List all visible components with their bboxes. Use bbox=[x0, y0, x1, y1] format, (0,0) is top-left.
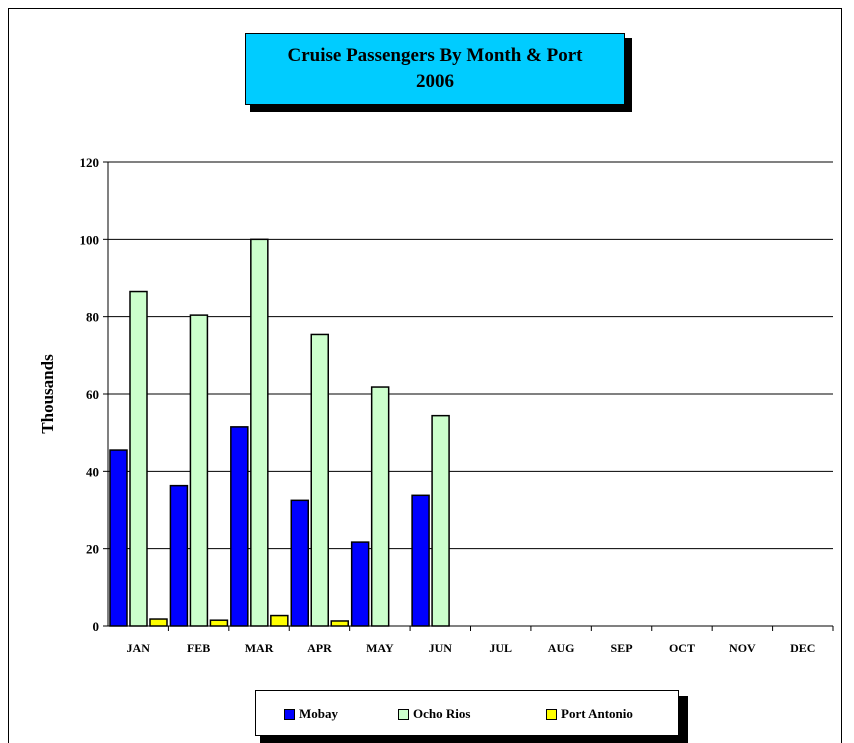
bar-mobay bbox=[169, 484, 189, 627]
bar-mobay bbox=[290, 499, 309, 627]
chart-title-line1: Cruise Passengers By Month & Port bbox=[287, 45, 583, 66]
y-tick-label: 20 bbox=[86, 542, 99, 557]
chart-title: Cruise Passengers By Month & Port 2006 bbox=[245, 33, 625, 105]
legend-label: Port Antonio bbox=[561, 706, 633, 721]
x-tick-label: MAR bbox=[245, 641, 274, 655]
legend: Mobay Ocho Rios Port Antonio bbox=[255, 690, 679, 736]
x-tick-label: SEP bbox=[611, 641, 633, 655]
x-tick-label: MAY bbox=[366, 641, 394, 655]
x-tick-label: OCT bbox=[669, 641, 695, 655]
x-tick-label: NOV bbox=[729, 641, 756, 655]
y-tick-label: 40 bbox=[86, 464, 99, 479]
x-tick-label: APR bbox=[307, 641, 332, 655]
legend-item: Ocho Rios bbox=[398, 706, 470, 722]
bar-mobay bbox=[109, 449, 128, 627]
legend-swatch bbox=[546, 708, 557, 720]
legend-label: Ocho Rios bbox=[413, 706, 471, 721]
bar-port-antonio bbox=[270, 614, 289, 627]
legend-item: Mobay bbox=[284, 706, 338, 722]
y-tick-label: 100 bbox=[80, 232, 100, 247]
legend-swatch bbox=[398, 708, 409, 720]
legend-item: Port Antonio bbox=[546, 706, 633, 722]
legend-label: Mobay bbox=[299, 706, 338, 721]
chart-frame bbox=[8, 8, 842, 743]
x-tick-label: JUL bbox=[489, 641, 512, 655]
x-tick-label: JUN bbox=[429, 641, 453, 655]
legend-swatch bbox=[284, 708, 295, 720]
bar-ocho-rios bbox=[310, 333, 329, 627]
bar-port-antonio bbox=[149, 618, 168, 627]
x-tick-label: AUG bbox=[548, 641, 575, 655]
bar-mobay bbox=[411, 494, 430, 627]
bar-mobay bbox=[350, 541, 370, 627]
y-tick-label: 60 bbox=[86, 387, 99, 402]
bar-mobay bbox=[230, 426, 249, 627]
chart-title-line2: 2006 bbox=[416, 71, 454, 92]
x-tick-label: JAN bbox=[127, 641, 151, 655]
x-tick-label: FEB bbox=[187, 641, 210, 655]
bar-ocho-rios bbox=[431, 414, 450, 627]
bar-ocho-rios bbox=[250, 238, 269, 627]
x-tick-label: DEC bbox=[790, 641, 815, 655]
bar-port-antonio bbox=[330, 620, 349, 627]
y-tick-label: 0 bbox=[93, 619, 100, 634]
y-tick-label: 80 bbox=[86, 310, 99, 325]
bar-ocho-rios bbox=[189, 314, 209, 627]
bar-port-antonio bbox=[209, 619, 229, 627]
bar-ocho-rios bbox=[129, 290, 148, 627]
bar-ocho-rios bbox=[370, 386, 390, 627]
y-tick-label: 120 bbox=[80, 155, 100, 170]
